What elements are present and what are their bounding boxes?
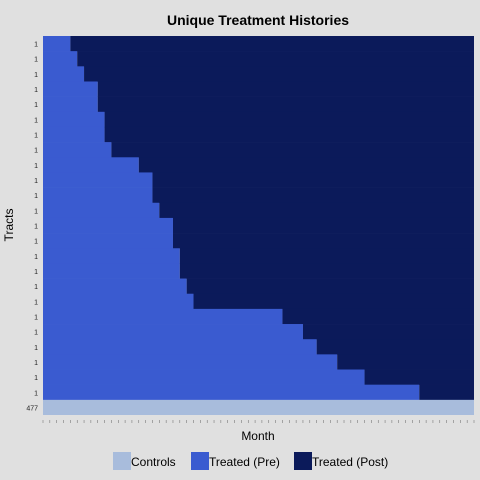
row-label-17: 1 (34, 299, 38, 306)
row-label-2: 1 (34, 72, 38, 79)
row-label-0: 1 (34, 42, 38, 49)
x-axis-ticks (42, 420, 475, 423)
row-13-treated-post (172, 233, 474, 249)
row-13-treated-pre (43, 233, 173, 249)
row-8-treated-pre (43, 157, 139, 173)
row-label-19: 1 (34, 330, 38, 337)
row-7-treated-pre (43, 142, 112, 158)
row-9-treated-post (152, 172, 474, 188)
row-17-treated-post (193, 293, 474, 310)
row-18-treated-post (282, 308, 474, 325)
row-0-treated-pre (43, 36, 71, 52)
row-label-11: 1 (34, 208, 38, 215)
row-7-treated-post (111, 142, 475, 158)
legend-swatch-2 (294, 452, 312, 470)
row-17-treated-pre (43, 293, 194, 310)
plot-area (43, 36, 475, 415)
row-6-treated-post (104, 126, 475, 143)
row-11-treated-pre (43, 202, 160, 219)
row-15-treated-pre (43, 263, 180, 279)
legend-swatch-0 (113, 452, 131, 470)
row-15-treated-post (179, 263, 475, 279)
row-21-treated-post (337, 354, 474, 370)
row-24-controls (43, 399, 474, 415)
row-16-treated-pre (43, 278, 187, 295)
row-4-treated-post (97, 96, 474, 113)
row-12-treated-post (172, 217, 474, 234)
row-14-treated-post (179, 248, 475, 264)
row-3-treated-pre (43, 81, 98, 97)
row-label-18: 1 (34, 314, 38, 321)
legend: Controls Treated (Pre) Treated (Post) (113, 452, 388, 470)
row-5-treated-pre (43, 111, 105, 128)
row-2-treated-pre (43, 66, 85, 82)
row-labels: 1 1 1 1 1 1 1 1 1 1 1 1 1 1 1 1 1 1 1 1 1 1 1 1 477 (26, 42, 38, 413)
row-label-14: 1 (34, 254, 38, 261)
row-20-treated-pre (43, 339, 317, 355)
row-16-treated-post (186, 278, 474, 295)
row-6-treated-pre (43, 126, 105, 143)
legend-swatch-1 (191, 452, 209, 470)
row-label-20: 1 (34, 345, 38, 352)
row-22-treated-post (364, 369, 474, 385)
row-4-treated-pre (43, 96, 98, 113)
row-label-3: 1 (34, 87, 38, 94)
row-label-4: 1 (34, 102, 38, 109)
row-23-treated-pre (43, 384, 420, 401)
row-label-21: 1 (34, 360, 38, 367)
chart-title: Unique Treatment Histories (167, 12, 349, 28)
row-19-treated-pre (43, 324, 303, 340)
row-label-15: 1 (34, 269, 38, 276)
row-8-treated-post (138, 157, 474, 173)
row-label-5: 1 (34, 117, 38, 124)
row-9-treated-pre (43, 172, 153, 188)
row-5-treated-post (104, 111, 475, 128)
row-label-13: 1 (34, 239, 38, 246)
row-1-treated-post (77, 51, 474, 67)
row-21-treated-pre (43, 354, 338, 370)
y-axis-label: Tracts (2, 209, 16, 242)
row-2-treated-post (84, 66, 475, 82)
legend-label-1: Treated (Pre) (209, 455, 280, 469)
row-23-treated-post (419, 384, 474, 401)
row-label-9: 1 (34, 178, 38, 185)
row-label-16: 1 (34, 284, 38, 291)
row-0-treated-post (70, 36, 474, 52)
row-19-treated-post (302, 324, 474, 340)
row-20-treated-post (316, 339, 474, 355)
row-label-12: 1 (34, 224, 38, 231)
row-3-treated-post (97, 81, 474, 97)
row-label-10: 1 (34, 193, 38, 200)
row-22-treated-pre (43, 369, 365, 385)
row-18-treated-pre (43, 308, 283, 325)
row-label-23: 1 (34, 390, 38, 397)
row-11-treated-post (159, 202, 475, 219)
x-axis-label: Month (241, 429, 274, 443)
row-label-6: 1 (34, 133, 38, 140)
row-1-treated-pre (43, 51, 78, 67)
row-label-24: 477 (26, 405, 38, 412)
row-label-7: 1 (34, 148, 38, 155)
row-label-22: 1 (34, 375, 38, 382)
row-10-treated-post (152, 187, 474, 204)
row-14-treated-pre (43, 248, 180, 264)
row-12-treated-pre (43, 217, 173, 234)
row-label-8: 1 (34, 163, 38, 170)
row-10-treated-pre (43, 187, 153, 204)
legend-label-0: Controls (131, 455, 176, 469)
legend-label-2: Treated (Post) (312, 455, 388, 469)
row-label-1: 1 (34, 57, 38, 64)
